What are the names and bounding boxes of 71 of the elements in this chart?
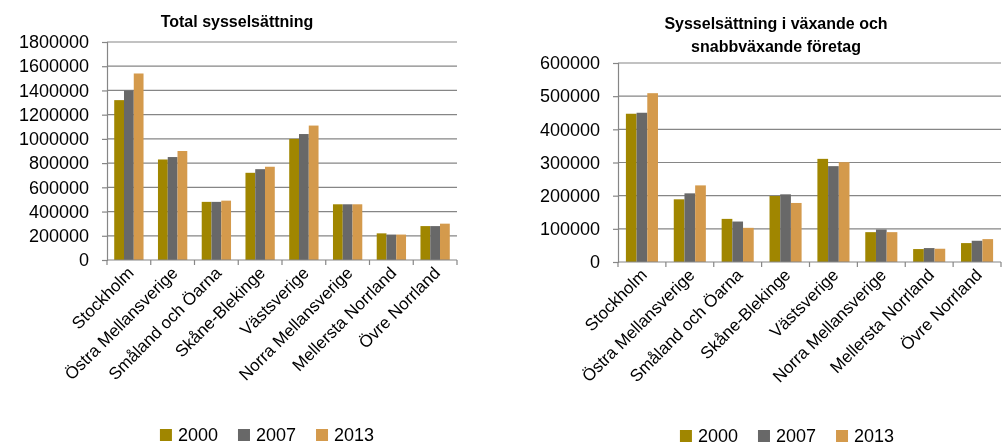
bar xyxy=(167,157,178,260)
bar xyxy=(177,151,188,260)
chart-title: Total sysselsättning xyxy=(160,13,314,30)
y-tick-label: 400000 xyxy=(28,201,89,222)
bar xyxy=(298,134,309,260)
bar xyxy=(157,159,168,260)
bar xyxy=(123,90,134,260)
bar xyxy=(684,193,696,262)
y-tick-label: 200000 xyxy=(539,185,600,206)
bar xyxy=(961,243,972,262)
bar xyxy=(828,166,839,262)
bar xyxy=(923,248,935,262)
bar xyxy=(289,138,299,260)
bar xyxy=(636,112,648,262)
legend-label: 2013 xyxy=(334,425,375,443)
bar xyxy=(838,162,850,262)
bar xyxy=(201,201,212,260)
bar xyxy=(420,226,431,260)
y-tick-label: 1800000 xyxy=(18,32,89,53)
bar xyxy=(695,185,706,262)
bar xyxy=(913,249,924,262)
legend-label: 2007 xyxy=(255,425,297,443)
bar xyxy=(211,201,222,260)
y-tick-label: 1200000 xyxy=(18,104,89,125)
bar xyxy=(396,234,407,260)
bar xyxy=(308,125,319,260)
bar xyxy=(342,204,353,260)
y-tick-label: 200000 xyxy=(28,226,89,247)
bar xyxy=(133,73,144,260)
y-tick-label: 400000 xyxy=(539,119,600,140)
y-tick-label: 1400000 xyxy=(18,80,89,101)
bar xyxy=(732,221,744,262)
bar xyxy=(332,204,343,260)
bar xyxy=(625,113,637,262)
bar xyxy=(721,218,733,262)
chart-title: Sysselsättning i växande och snabbväxande företag xyxy=(664,15,888,55)
legend-label: 2000 xyxy=(177,425,218,443)
bar xyxy=(440,223,450,260)
bar xyxy=(430,226,441,260)
bar xyxy=(982,239,994,262)
y-tick-label: 100000 xyxy=(539,219,600,240)
bar xyxy=(245,172,256,260)
y-tick-label: 0 xyxy=(589,252,600,273)
y-tick-label: 800000 xyxy=(28,153,89,174)
y-tick-label: 300000 xyxy=(539,152,600,173)
bar xyxy=(743,227,754,262)
legend-label: 2013 xyxy=(854,426,895,443)
bar xyxy=(769,196,781,262)
y-tick-label: 600000 xyxy=(28,177,89,198)
bar xyxy=(865,232,876,262)
bar xyxy=(886,232,898,262)
bar xyxy=(790,202,802,262)
y-tick-label: 600000 xyxy=(539,53,600,74)
bar xyxy=(780,194,791,262)
y-tick-label: 1000000 xyxy=(18,129,89,150)
bar xyxy=(673,199,685,262)
legend-label: 2007 xyxy=(775,426,817,443)
bar xyxy=(875,229,887,262)
y-tick-label: 500000 xyxy=(539,86,600,107)
bar xyxy=(114,100,124,260)
bar xyxy=(376,233,387,260)
legend-label: 2000 xyxy=(697,426,738,443)
bar xyxy=(255,169,266,260)
bar xyxy=(221,200,232,260)
bar xyxy=(386,234,397,260)
bar xyxy=(817,158,829,262)
bar xyxy=(265,166,275,260)
y-tick-label: 0 xyxy=(78,250,89,271)
bar xyxy=(647,93,658,262)
bar xyxy=(352,204,363,260)
y-tick-label: 1600000 xyxy=(18,56,89,77)
